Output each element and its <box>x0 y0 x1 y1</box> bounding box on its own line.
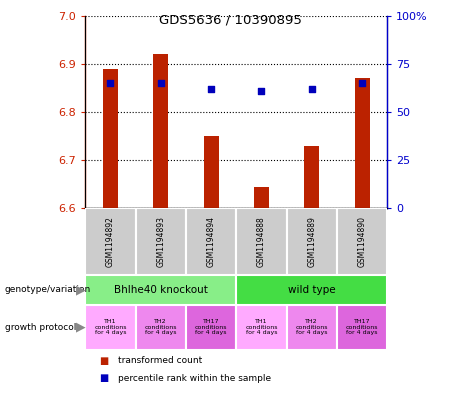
Text: GSM1194888: GSM1194888 <box>257 216 266 267</box>
Text: GSM1194892: GSM1194892 <box>106 216 115 267</box>
Bar <box>204 136 219 208</box>
Bar <box>85 208 136 275</box>
Point <box>107 80 114 86</box>
Text: GSM1194889: GSM1194889 <box>307 216 316 267</box>
Text: percentile rank within the sample: percentile rank within the sample <box>118 374 271 382</box>
Point <box>207 86 215 92</box>
Bar <box>236 208 287 275</box>
Bar <box>304 146 319 208</box>
Text: genotype/variation: genotype/variation <box>5 285 91 294</box>
Text: TH1
conditions
for 4 days: TH1 conditions for 4 days <box>245 319 278 336</box>
Point <box>308 86 315 92</box>
Text: wild type: wild type <box>288 285 336 295</box>
Point <box>358 80 366 86</box>
Bar <box>236 305 287 350</box>
Bar <box>85 305 136 350</box>
Text: TH2
conditions
for 4 days: TH2 conditions for 4 days <box>296 319 328 336</box>
Text: transformed count: transformed count <box>118 356 202 365</box>
Text: ▶: ▶ <box>76 283 85 296</box>
Text: TH2
conditions
for 4 days: TH2 conditions for 4 days <box>145 319 177 336</box>
Bar <box>287 305 337 350</box>
Bar <box>153 54 168 208</box>
Text: ■: ■ <box>99 373 108 383</box>
Bar <box>103 69 118 208</box>
Bar <box>136 208 186 275</box>
Bar <box>136 305 186 350</box>
Text: Bhlhe40 knockout: Bhlhe40 knockout <box>114 285 208 295</box>
Bar <box>186 305 236 350</box>
Text: GSM1194893: GSM1194893 <box>156 216 165 267</box>
Text: GSM1194890: GSM1194890 <box>358 216 366 267</box>
Bar <box>337 305 387 350</box>
Bar <box>337 208 387 275</box>
Text: ■: ■ <box>99 356 108 366</box>
Bar <box>186 208 236 275</box>
Bar <box>355 78 370 208</box>
Bar <box>236 275 387 305</box>
Point <box>157 80 165 86</box>
Text: TH17
conditions
for 4 days: TH17 conditions for 4 days <box>346 319 378 336</box>
Bar <box>254 187 269 208</box>
Bar <box>85 275 236 305</box>
Bar <box>287 208 337 275</box>
Text: growth protocol: growth protocol <box>5 323 76 332</box>
Text: GDS5636 / 10390895: GDS5636 / 10390895 <box>159 14 302 27</box>
Text: TH1
conditions
for 4 days: TH1 conditions for 4 days <box>94 319 127 336</box>
Text: TH17
conditions
for 4 days: TH17 conditions for 4 days <box>195 319 227 336</box>
Text: GSM1194894: GSM1194894 <box>207 216 216 267</box>
Point <box>258 88 265 94</box>
Text: ▶: ▶ <box>76 321 85 334</box>
